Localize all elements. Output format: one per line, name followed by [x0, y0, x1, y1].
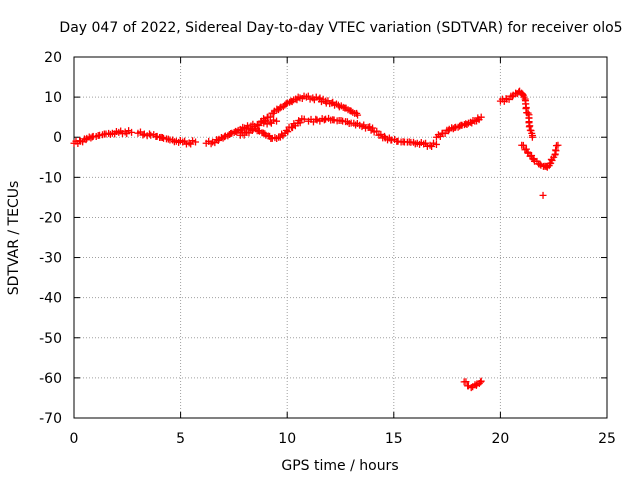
data-point	[347, 107, 355, 115]
data-point-fill	[467, 384, 475, 392]
data-point-fill	[445, 127, 453, 135]
y-tick-label: -30	[39, 251, 62, 267]
y-tick-label: 0	[53, 130, 62, 146]
data-point-fill	[463, 121, 471, 129]
data-point-fill	[217, 133, 225, 141]
data-point	[477, 377, 485, 385]
y-tick-label: -50	[39, 331, 62, 347]
data-point	[121, 128, 129, 136]
data-point-fill	[288, 98, 296, 106]
chart-title: Day 047 of 2022, Sidereal Day-to-day VTE…	[59, 20, 622, 36]
series-arc-0	[70, 127, 136, 148]
y-tick-label: -70	[39, 411, 62, 427]
data-point-fill	[518, 90, 526, 98]
data-point	[322, 115, 330, 123]
data-point-fill	[214, 136, 222, 144]
data-point-fill	[337, 116, 345, 124]
data-point	[354, 111, 362, 119]
data-point-fill	[528, 152, 536, 160]
data-point-fill	[233, 128, 241, 136]
grid	[74, 57, 607, 418]
data-point	[524, 109, 532, 117]
data-point-fill	[320, 116, 328, 124]
plot-frame	[73, 56, 608, 419]
data-point-fill	[296, 119, 304, 127]
data-point-fill	[477, 378, 485, 386]
series-arc-1	[134, 128, 200, 148]
data-point	[539, 191, 547, 199]
data-point-fill	[164, 135, 172, 143]
y-tick-label: 10	[44, 90, 62, 106]
y-axis: 20 10 0 -10 -20 -30 -40 -50 -60 -70	[39, 50, 607, 427]
data-point-fill	[369, 124, 377, 132]
data-point-fill	[522, 145, 530, 153]
y-axis-label: SDTVAR / TECUs	[6, 181, 22, 296]
series-arc-11	[539, 191, 547, 199]
x-tick-label: 10	[278, 431, 296, 447]
x-axis-label: GPS time / hours	[281, 458, 398, 474]
data-point-fill	[377, 130, 385, 138]
data-point-fill	[312, 115, 320, 123]
data-point	[273, 117, 281, 125]
data-point-fill	[145, 130, 153, 138]
data-point-fill	[508, 93, 516, 101]
data-point-fill	[381, 132, 389, 140]
data-point-fill	[276, 104, 284, 112]
series-arc-8	[460, 377, 485, 392]
series-arc-4	[258, 92, 362, 125]
x-tick-label: 5	[176, 431, 185, 447]
data-point	[528, 133, 536, 141]
x-tick-label: 20	[491, 431, 509, 447]
x-tick-label: 15	[385, 431, 403, 447]
data-point-fill	[221, 133, 229, 141]
data-point	[554, 141, 562, 149]
data-point	[300, 115, 308, 123]
y-tick-label: -20	[39, 210, 62, 226]
y-tick-label: 20	[44, 50, 62, 66]
y-tick-label: -60	[39, 371, 62, 387]
data-point-fill	[266, 113, 274, 121]
y-tick-label: -40	[39, 291, 62, 307]
data-point-fill	[519, 141, 527, 149]
data-point-fill	[284, 128, 292, 136]
data-point	[128, 128, 136, 136]
series-arc-2	[202, 116, 281, 148]
data-point-fill	[462, 378, 470, 386]
data-point-fill	[139, 131, 147, 139]
y-tick-label: -10	[39, 170, 62, 186]
series-arc-6	[375, 130, 440, 150]
data-point	[192, 138, 200, 146]
data-point-fill	[158, 133, 166, 141]
series-arc-3	[236, 115, 308, 142]
series-arc-10	[518, 141, 562, 171]
x-axis: 0 5 10 15 20 25	[70, 57, 616, 447]
data-point	[477, 113, 485, 121]
data-point	[373, 127, 381, 135]
series-arc-5	[305, 114, 381, 136]
data-point	[432, 140, 440, 148]
x-tick-label: 0	[70, 431, 79, 447]
data-point-fill	[548, 156, 556, 164]
series-arc-7	[432, 113, 485, 141]
data-point-fill	[316, 94, 324, 102]
x-tick-label: 25	[598, 431, 616, 447]
data-series	[70, 87, 562, 392]
series-arc-9	[496, 87, 536, 141]
